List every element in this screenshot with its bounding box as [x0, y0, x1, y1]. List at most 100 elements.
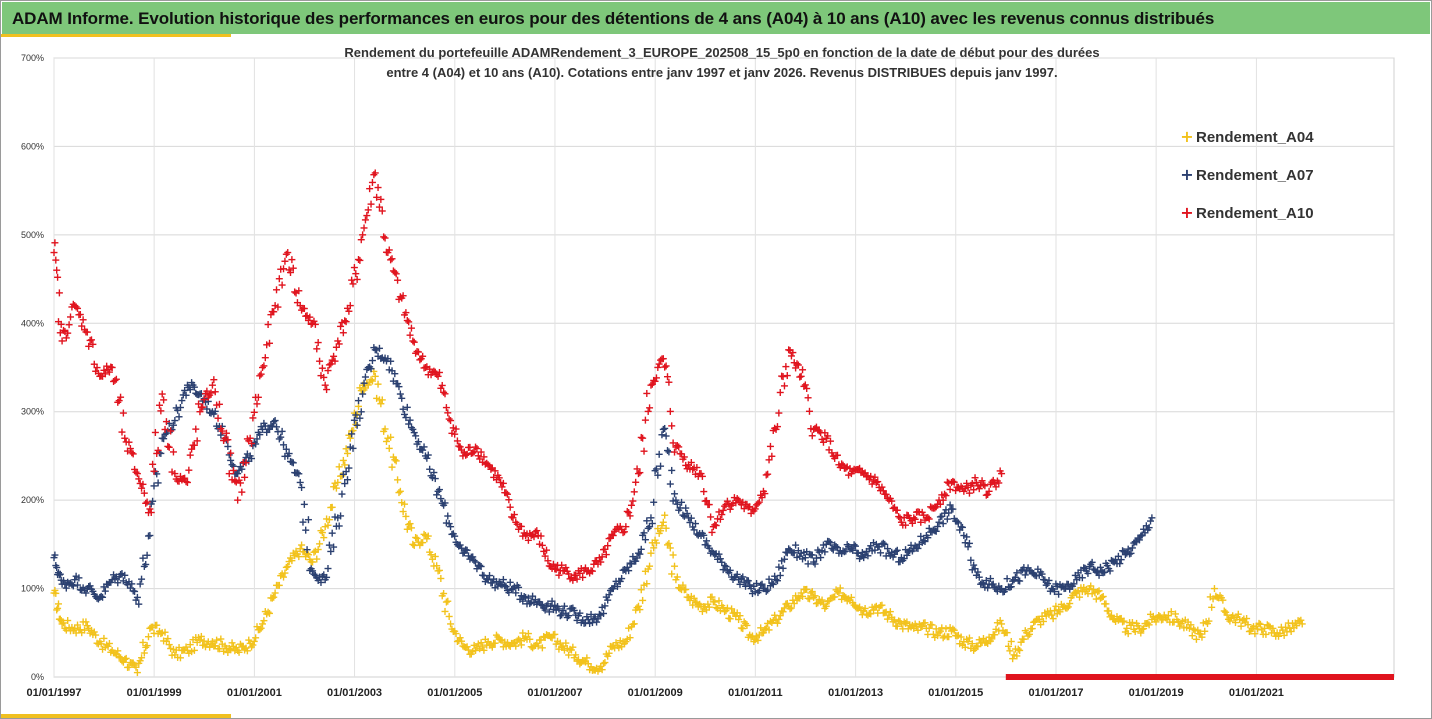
data-point [339, 456, 347, 464]
y-tick-label: 0% [31, 672, 44, 682]
data-point [988, 635, 996, 643]
data-point [458, 637, 466, 645]
data-point [1076, 593, 1084, 601]
data-point [671, 562, 679, 570]
data-point [499, 576, 507, 584]
data-point [936, 627, 944, 635]
data-point [1234, 610, 1242, 618]
data-point [506, 578, 514, 586]
data-point [488, 643, 496, 651]
data-point [1124, 630, 1132, 638]
data-point [1003, 629, 1011, 637]
data-point [258, 620, 266, 628]
data-point [396, 487, 404, 495]
data-point [82, 589, 90, 597]
data-point [524, 630, 532, 638]
data-point [1262, 630, 1270, 638]
data-point [537, 600, 545, 608]
data-point [1107, 611, 1115, 619]
data-point [175, 413, 183, 421]
data-point [1119, 618, 1127, 626]
data-point [342, 468, 350, 476]
data-point [441, 499, 449, 507]
data-point [918, 622, 926, 630]
data-point [105, 639, 113, 647]
data-point [59, 619, 67, 627]
data-point [295, 470, 303, 478]
x-tick-label: 01/01/2013 [828, 687, 883, 699]
data-point [1261, 624, 1269, 632]
data-point [878, 601, 886, 609]
data-point [355, 397, 363, 405]
x-tick-label: 01/01/2005 [427, 687, 482, 699]
data-point [647, 549, 655, 557]
data-point [583, 654, 591, 662]
data-point [182, 643, 190, 651]
data-point [541, 606, 549, 614]
data-point [430, 469, 438, 477]
data-point [282, 563, 290, 571]
data-point [243, 647, 251, 655]
data-point [747, 633, 755, 641]
data-point [190, 646, 198, 654]
data-point [296, 478, 304, 486]
data-point [160, 435, 168, 443]
data-point [447, 523, 455, 531]
data-point [394, 380, 402, 388]
data-point [281, 569, 289, 577]
data-point [979, 634, 987, 642]
data-point [410, 429, 418, 437]
data-point [456, 634, 464, 642]
data-point [1201, 627, 1209, 635]
x-tick-label: 01/01/2001 [227, 687, 282, 699]
data-point [1210, 585, 1218, 593]
data-point [515, 583, 523, 591]
data-point [488, 579, 496, 587]
data-point [1048, 611, 1056, 619]
data-point [349, 444, 357, 452]
data-point [836, 584, 844, 592]
data-point [1287, 627, 1295, 635]
x-tick-label: 01/01/2009 [628, 687, 683, 699]
data-point [299, 518, 307, 526]
data-point [51, 551, 59, 559]
y-tick-label: 300% [21, 407, 44, 417]
data-point [950, 626, 958, 634]
data-point [377, 400, 385, 408]
data-point [196, 636, 204, 644]
data-point [884, 615, 892, 623]
data-point [435, 566, 443, 574]
data-point [332, 484, 340, 492]
data-point [56, 615, 64, 623]
data-point [1007, 637, 1015, 645]
data-point [224, 442, 232, 450]
data-point [441, 607, 449, 615]
data-point [71, 576, 79, 584]
data-point [176, 404, 184, 412]
data-point [479, 643, 487, 651]
data-point [330, 543, 338, 551]
data-point [90, 628, 98, 636]
data-point [99, 593, 107, 601]
data-point [164, 635, 172, 643]
data-point [440, 590, 448, 598]
data-point [92, 631, 100, 639]
data-point [1244, 621, 1252, 629]
data-point [344, 449, 352, 457]
data-point [658, 522, 666, 530]
data-point [721, 608, 729, 616]
x-tick-label: 01/01/2007 [527, 687, 582, 699]
data-point [1039, 617, 1047, 625]
y-tick-label: 700% [21, 53, 44, 63]
data-point [82, 618, 90, 626]
data-point [271, 589, 279, 597]
data-point [328, 529, 336, 537]
data-point [1171, 610, 1179, 618]
data-point [705, 603, 713, 611]
data-point [1188, 632, 1196, 640]
data-point [323, 573, 331, 581]
data-point [668, 570, 676, 578]
data-point [1140, 625, 1148, 633]
data-point [352, 421, 360, 429]
data-point [64, 617, 72, 625]
